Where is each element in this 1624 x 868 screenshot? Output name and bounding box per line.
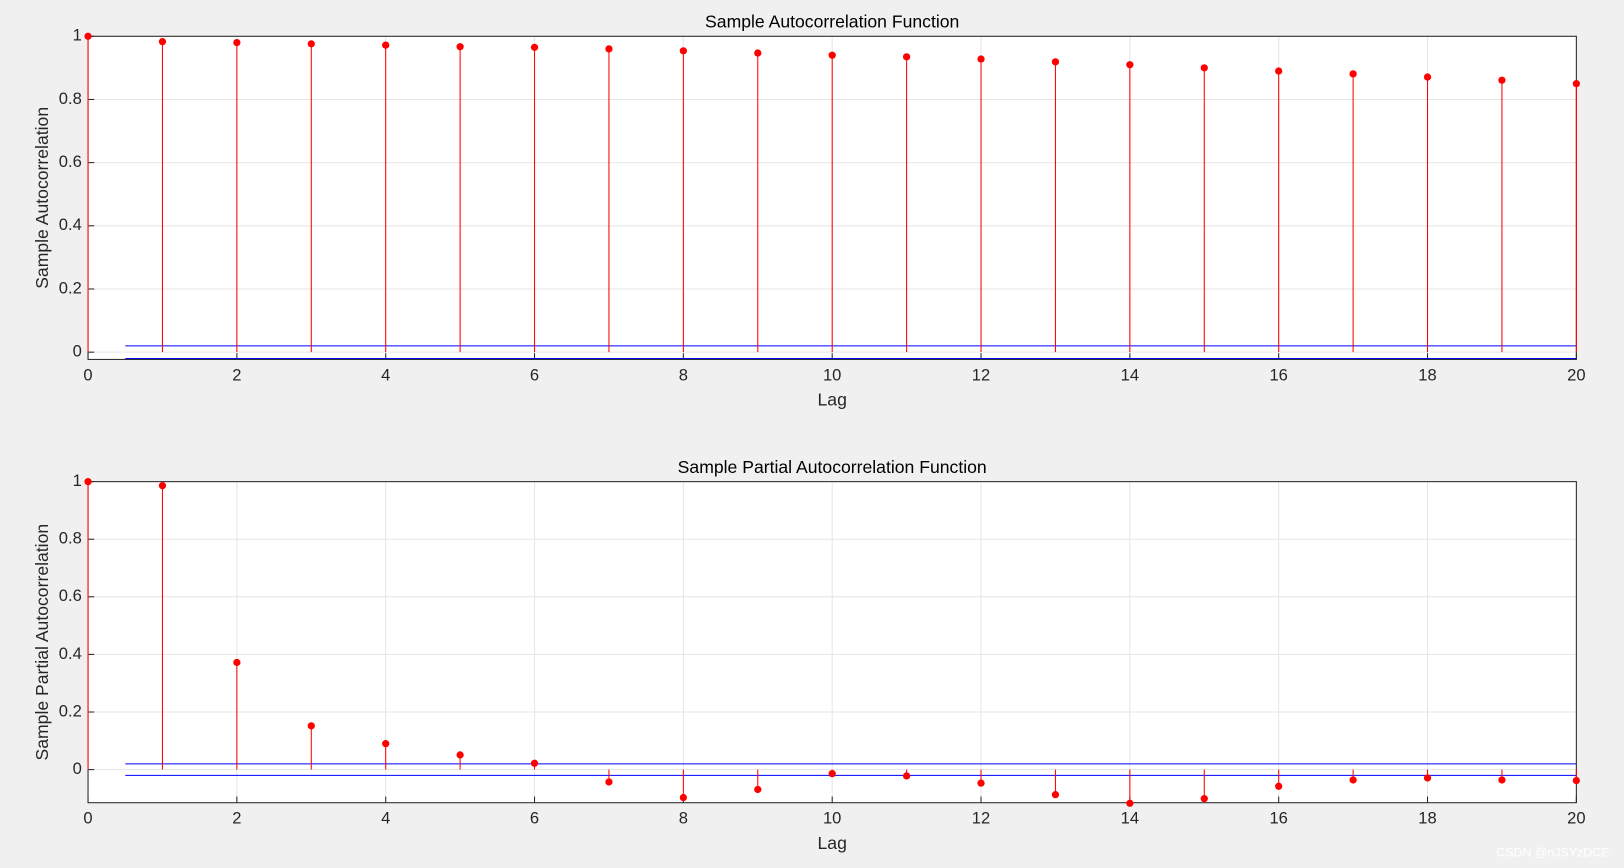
x-tick-label: 18 (1418, 365, 1436, 384)
stem-marker (1349, 776, 1357, 784)
stem-marker (1572, 776, 1580, 785)
stem-marker (1572, 80, 1580, 88)
y-tick-label: 0.6 (59, 586, 82, 605)
stem-marker (233, 38, 241, 47)
x-tick-label: 10 (823, 809, 841, 828)
chart-title: Sample Autocorrelation Function (705, 11, 959, 31)
x-tick-label: 8 (679, 365, 688, 384)
stem-marker (754, 49, 762, 57)
y-axis-label: Sample Autocorrelation (32, 107, 52, 289)
x-tick-label: 20 (1567, 365, 1585, 384)
stem-marker (1051, 791, 1060, 799)
stem-marker (456, 751, 464, 759)
stem-marker (1126, 799, 1134, 807)
x-tick-label: 4 (381, 365, 390, 384)
x-tick-label: 12 (972, 809, 990, 828)
stem-marker (158, 38, 167, 46)
x-tick-label: 18 (1418, 809, 1436, 828)
stem-marker (828, 770, 836, 778)
stem-marker (754, 785, 762, 794)
stem-marker (1126, 61, 1134, 69)
stem-marker (530, 43, 539, 51)
stem-marker (307, 722, 315, 730)
stem-marker (382, 740, 390, 748)
stem-marker (1423, 774, 1432, 782)
x-tick-label: 2 (232, 809, 241, 828)
stem-marker (1423, 73, 1432, 81)
stem-marker (158, 482, 167, 490)
y-tick-label: 0.8 (59, 89, 82, 108)
x-tick-label: 12 (972, 365, 990, 384)
stem-marker (977, 55, 985, 63)
stem-marker (307, 40, 315, 48)
stem-marker (1498, 776, 1506, 784)
x-tick-label: 16 (1269, 809, 1287, 828)
y-tick-label: 0.6 (59, 152, 82, 171)
stem-marker (1349, 70, 1357, 78)
y-tick-label: 0.4 (59, 644, 82, 663)
stem-marker (84, 478, 92, 486)
y-tick-label: 0.2 (59, 701, 82, 720)
stem-marker (828, 51, 836, 59)
stem-marker (382, 41, 390, 49)
stem-marker (84, 32, 92, 40)
stem-marker (1051, 58, 1060, 66)
x-axis-label: Lag (818, 390, 847, 410)
x-tick-label: 16 (1269, 365, 1287, 384)
stem-marker (1275, 67, 1283, 75)
stem-marker (679, 47, 687, 55)
y-tick-label: 1 (73, 26, 82, 45)
stem-marker (1200, 64, 1208, 72)
stem-marker (1200, 795, 1208, 803)
x-tick-label: 14 (1121, 365, 1139, 384)
x-tick-label: 14 (1121, 809, 1139, 828)
y-tick-label: 0.2 (59, 278, 82, 297)
x-axis-label: Lag (818, 833, 847, 853)
y-tick-label: 0.8 (59, 529, 82, 548)
chart-title: Sample Partial Autocorrelation Function (678, 457, 987, 477)
x-tick-label: 2 (232, 365, 241, 384)
x-tick-label: 4 (381, 809, 390, 828)
stem-marker (977, 779, 985, 787)
stem-marker (605, 45, 613, 53)
x-tick-label: 0 (83, 809, 92, 828)
watermark: CSDN @nJSYzDCE (1496, 846, 1609, 860)
x-tick-label: 6 (530, 365, 539, 384)
stem-marker (679, 793, 687, 802)
stem-marker (530, 759, 539, 767)
stem-marker (233, 658, 241, 667)
y-axis-label: Sample Partial Autocorrelation (32, 524, 52, 761)
stem-marker (902, 772, 911, 780)
x-tick-label: 20 (1567, 809, 1585, 828)
stem-marker (605, 778, 613, 786)
y-tick-label: 1 (73, 471, 82, 490)
stem-marker (1498, 76, 1506, 84)
y-tick-label: 0 (73, 342, 82, 361)
x-tick-label: 8 (679, 809, 688, 828)
x-tick-label: 0 (83, 365, 92, 384)
x-tick-label: 6 (530, 809, 539, 828)
stem-marker (456, 43, 464, 51)
x-tick-label: 10 (823, 365, 841, 384)
y-tick-label: 0.4 (59, 215, 82, 234)
stem-marker (1275, 782, 1283, 790)
stem-marker (902, 53, 911, 61)
y-tick-label: 0 (73, 759, 82, 778)
